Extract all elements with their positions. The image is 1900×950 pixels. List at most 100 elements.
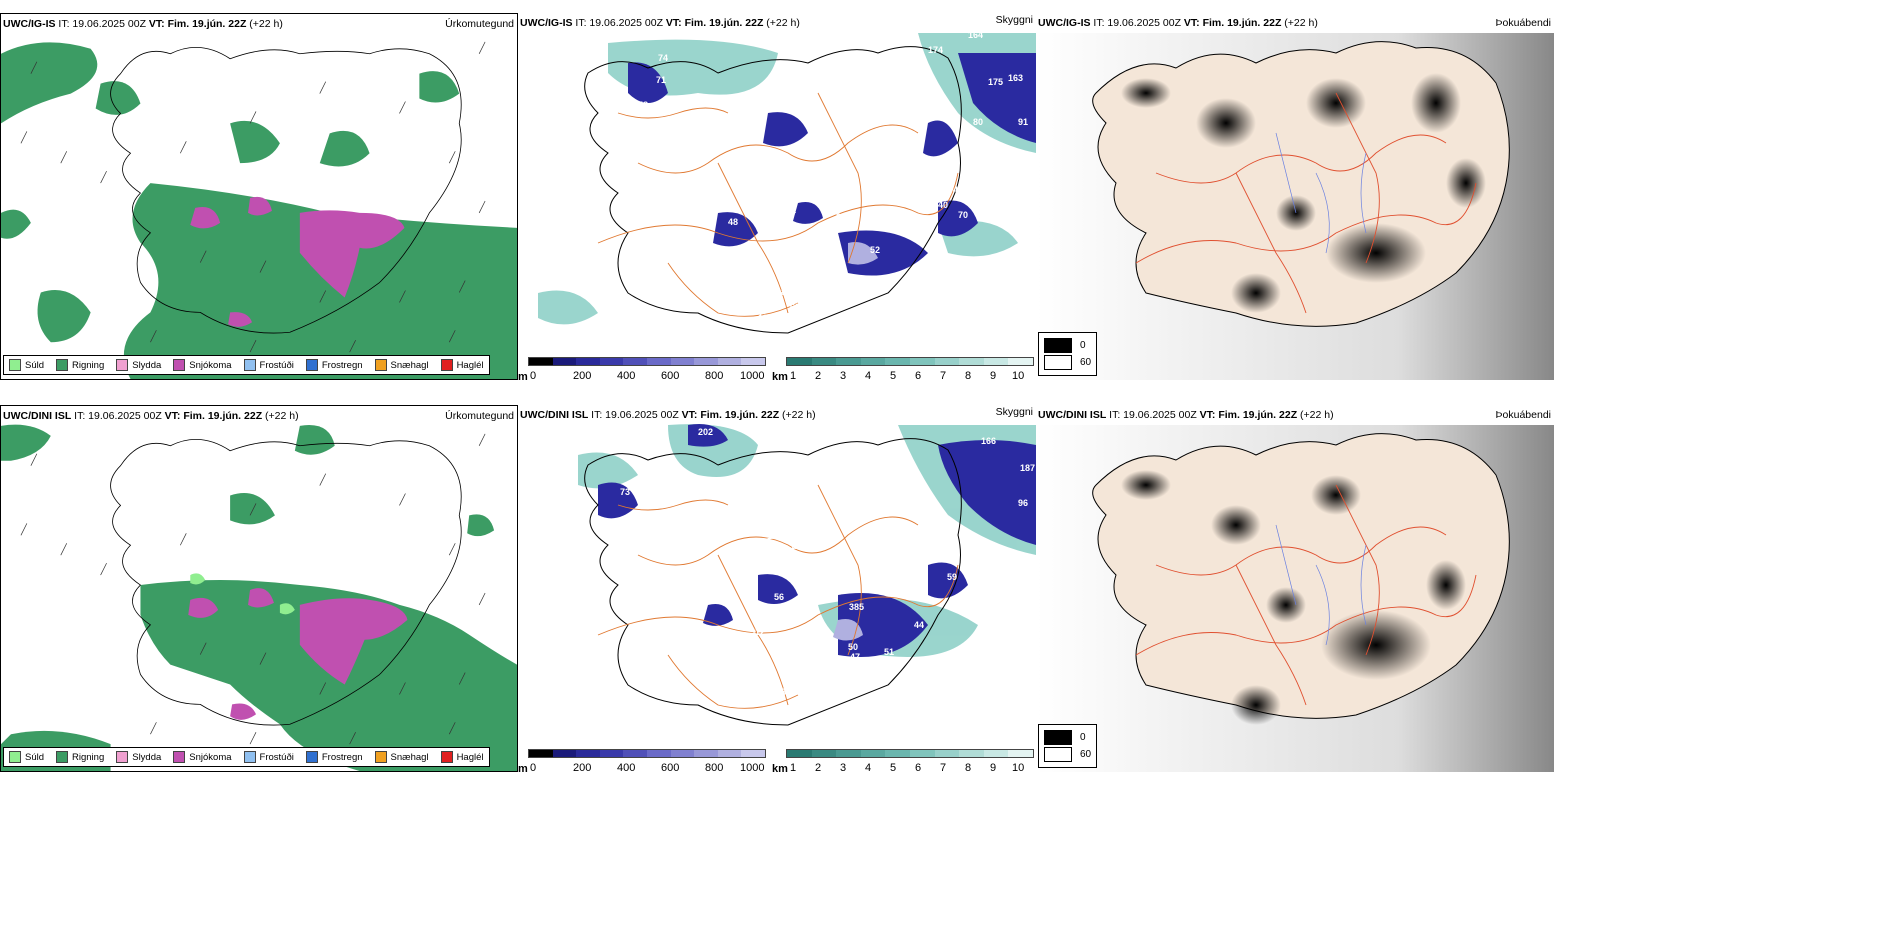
visibility-value-label: 110 [790, 541, 805, 551]
colorbar-tick: 4 [865, 370, 872, 380]
visibility-value-label: 175 [988, 77, 1003, 87]
visibility-value-label: 53 [738, 183, 748, 193]
fog-map [1036, 425, 1554, 772]
colorbar-tick: 0 [530, 762, 537, 772]
colorbar-km-unit: km [772, 371, 788, 380]
visibility-value-label: 826 [736, 252, 751, 262]
legend-swatch [305, 359, 318, 371]
legend-item: Frostregn [305, 359, 363, 371]
visibility-value-label: 512 [750, 627, 765, 637]
colorbar-tick: 10 [1012, 762, 1025, 772]
fog-swatch [1044, 338, 1072, 353]
colorbar-tick: 0 [530, 370, 537, 380]
colorbar-tick: 2 [815, 762, 822, 772]
panel-title: UWC/IG-IS IT: 19.06.2025 00Z VT: Fim. 19… [3, 18, 283, 30]
legend-item: Snjókoma [173, 359, 232, 371]
colorbar-tick: 1000 [740, 762, 765, 772]
colorbar-tick: 600 [661, 762, 680, 772]
visibility-value-label: 166 [981, 436, 996, 446]
visibility-value-label: 187 [1020, 463, 1035, 473]
visibility-value-label: 96 [1018, 498, 1028, 508]
colorbar-km-bar [786, 357, 1034, 366]
visibility-value-label: 41 [786, 205, 796, 215]
visibility-value-label: 51 [884, 647, 894, 657]
legend-swatch [243, 751, 256, 763]
visibility-colorbar-km: km 1 2 3 4 5 6 7 8 9 10 [772, 357, 1036, 380]
colorbar-km-bar [786, 749, 1034, 758]
visibility-value-label: 74 [658, 53, 668, 63]
colorbar-tick: 4 [865, 762, 872, 772]
colorbar-m-bar [528, 749, 766, 758]
colorbar-tick: 9 [990, 370, 997, 380]
panel-fog-igis: UWC/IG-IS IT: 19.06.2025 00Z VT: Fim. 19… [1036, 13, 1554, 380]
visibility-value-label: 102 [848, 75, 863, 85]
visibility-value-label: 109 [690, 177, 705, 187]
fog-legend: 0 60 [1038, 332, 1098, 376]
colorbar-km-unit: km [772, 763, 788, 772]
panel-type-label: Skyggni [995, 406, 1033, 418]
panel-type-label: Úrkomutegund [445, 410, 514, 422]
visibility-value-label: 60 [790, 302, 800, 312]
colorbar-tick: 3 [840, 370, 847, 380]
visibility-value-label: 521 [784, 654, 799, 664]
panel-type-label: Skyggni [995, 14, 1033, 26]
colorbar-tick: 1 [790, 762, 797, 772]
visibility-value-label: 310 [828, 267, 843, 277]
panel-title: UWC/DINI ISL IT: 19.06.2025 00Z VT: Fim.… [3, 410, 299, 422]
visibility-value-label: 56 [774, 592, 784, 602]
colorbar-tick: 10 [1012, 370, 1025, 380]
colorbar-tick: 5 [890, 762, 897, 772]
panel-title: UWC/DINI ISL IT: 19.06.2025 00Z VT: Fim.… [520, 409, 816, 421]
colorbar-tick: 400 [617, 762, 636, 772]
visibility-value-label: 110 [758, 313, 773, 323]
visibility-value-label: 567 [763, 242, 778, 252]
legend-swatch [56, 751, 69, 763]
colorbar-m-unit: m [518, 371, 528, 380]
panel-type-label: Úrkomutegund [445, 18, 514, 30]
visibility-map: 74 71 58 30 100 102 65 96 53 164 174 175 163 91 80 67 43… [538, 30, 1036, 334]
colorbar-tick: 2 [815, 370, 822, 380]
visibility-value-label: 81 [937, 189, 947, 199]
colorbar-tick: 6 [915, 762, 922, 772]
colorbar-tick: 800 [705, 762, 724, 772]
colorbar-tick: 6 [915, 370, 922, 380]
legend-swatch [173, 751, 186, 763]
visibility-value-label: 108 [722, 596, 737, 606]
legend-item: Snæhagl [374, 359, 429, 371]
colorbar-m-bar [528, 357, 766, 366]
visibility-value-label: 54 [766, 213, 776, 223]
visibility-colorbar-km: km 1 2 3 4 5 6 7 8 9 10 [772, 749, 1036, 772]
panel-precip-type-dini: UWC/DINI ISL IT: 19.06.2025 00Z VT: Fim.… [0, 405, 518, 772]
colorbar-tick: 200 [573, 762, 592, 772]
legend-swatch [9, 751, 21, 763]
colorbar-tick: 200 [573, 370, 592, 380]
legend-item: Frostregn [305, 751, 363, 763]
colorbar-tick: 800 [705, 370, 724, 380]
colorbar-tick: 8 [965, 762, 972, 772]
fog-legend: 0 60 [1038, 724, 1098, 768]
visibility-value-label: 73 [620, 487, 630, 497]
visibility-value-label: 30 [748, 105, 758, 115]
visibility-value-label: 48 [728, 217, 738, 227]
visibility-value-label: 95 [753, 522, 763, 532]
visibility-value-label: 373 [836, 212, 851, 222]
legend-item: Súld [9, 359, 44, 371]
visibility-value-label: 105 [665, 476, 680, 486]
precip-map [1, 41, 517, 379]
visibility-value-label: 385 [849, 602, 864, 612]
colorbar-tick: 7 [940, 370, 947, 380]
fog-swatch [1044, 730, 1072, 745]
visibility-value-label: 47 [850, 652, 860, 662]
legend-item: Slydda [116, 751, 161, 763]
colorbar-tick: 1000 [740, 370, 765, 380]
colorbar-tick: 9 [990, 762, 997, 772]
visibility-value-label: 133 [718, 155, 733, 165]
precip-map [1, 424, 517, 771]
visibility-value-label: 202 [698, 427, 713, 437]
visibility-value-label: 163 [1008, 73, 1023, 83]
fog-legend-row: 0 [1044, 338, 1091, 353]
visibility-value-label: 58 [638, 100, 648, 110]
visibility-value-label: 120 [767, 531, 782, 541]
legend-item: Frostúði [243, 359, 294, 371]
visibility-value-label: 164 [968, 30, 983, 40]
